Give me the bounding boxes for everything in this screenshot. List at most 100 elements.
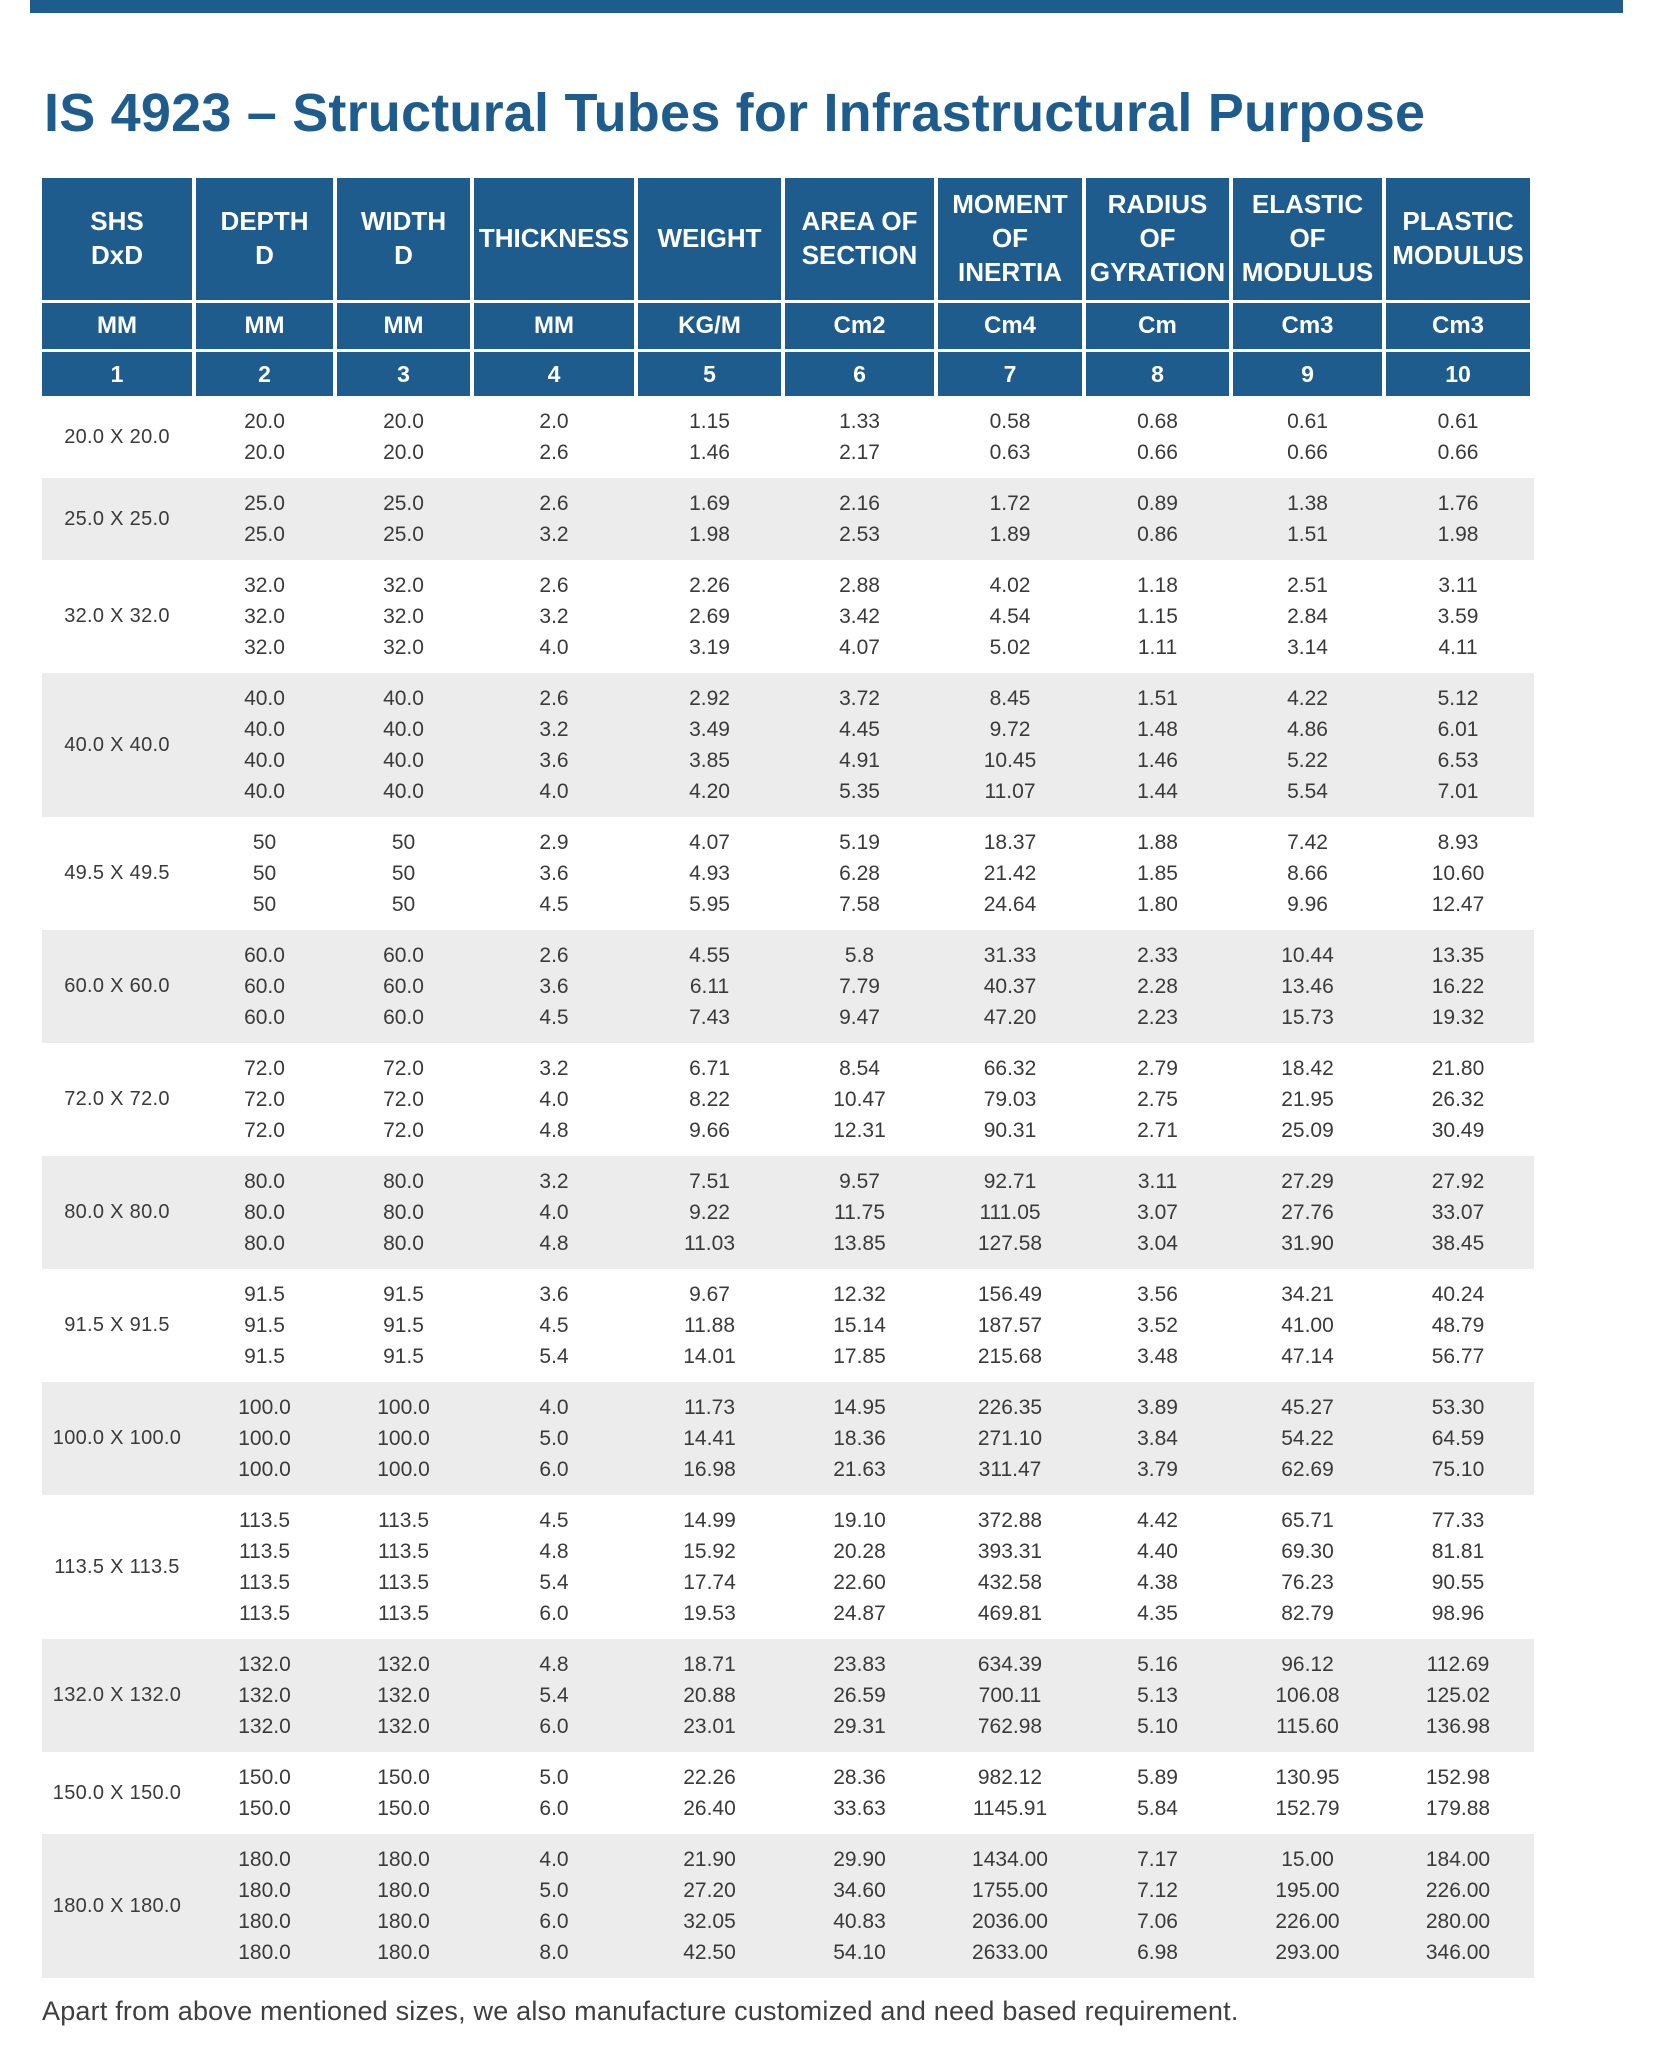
size-group: 80.0 X 80.0 80.0 80.0 3.2 7.51 9.57 92.71 3.11 2… bbox=[42, 1156, 1534, 1269]
value-cell: 91.5 bbox=[244, 1313, 285, 1337]
col-number-cell: 2 bbox=[196, 352, 333, 396]
value-cell: 4.8 bbox=[539, 1231, 569, 1255]
value-cell: 9.96 bbox=[1287, 892, 1328, 916]
value-cell: 346.00 bbox=[1425, 1940, 1491, 1964]
top-accent-bar bbox=[30, 0, 1623, 13]
value-cell: 152.79 bbox=[1275, 1796, 1340, 1820]
value-cell: 113.5 bbox=[239, 1601, 290, 1625]
value-cell: 91.5 bbox=[244, 1344, 285, 1368]
value-cell: 187.57 bbox=[977, 1313, 1043, 1337]
value-cell: 54.22 bbox=[1281, 1426, 1334, 1450]
value-cell: 19.10 bbox=[833, 1508, 886, 1532]
size-label: 20.0 X 20.0 bbox=[64, 425, 170, 448]
value-cell: 10.44 bbox=[1281, 943, 1334, 967]
value-cell: 2.69 bbox=[689, 604, 730, 628]
size-label: 49.5 X 49.5 bbox=[64, 862, 170, 884]
value-cell: 2.16 bbox=[839, 491, 880, 515]
value-cell: 7.43 bbox=[689, 1005, 730, 1029]
value-cell: 80.0 bbox=[244, 1169, 285, 1193]
value-cell: 2.51 bbox=[1287, 573, 1328, 597]
value-cell: 130.95 bbox=[1275, 1765, 1340, 1789]
value-cell: 9.66 bbox=[689, 1118, 730, 1142]
unit-cell: MM bbox=[42, 303, 192, 349]
value-cell: 12.47 bbox=[1431, 892, 1485, 916]
value-cell: 9.57 bbox=[839, 1169, 880, 1193]
value-cell: 27.92 bbox=[1431, 1169, 1485, 1193]
value-cell: 5.0 bbox=[539, 1878, 569, 1902]
value-cell: 5.0 bbox=[539, 1426, 569, 1450]
value-cell: 10.60 bbox=[1431, 861, 1485, 885]
value-cell: 19.32 bbox=[1431, 1005, 1485, 1029]
value-cell: 12.32 bbox=[833, 1282, 886, 1306]
value-cell: 32.0 bbox=[244, 604, 285, 628]
value-cell: 6.0 bbox=[539, 1601, 569, 1625]
value-cell: 1.69 bbox=[689, 491, 730, 515]
value-cell: 2.53 bbox=[839, 522, 880, 546]
header-cell: WIDTH D bbox=[337, 178, 470, 300]
value-cell: 4.22 bbox=[1287, 686, 1328, 710]
size-group: 49.5 X 49.5 50 50 2.9 4.07 5.19 18.37 1.88 7.42 8… bbox=[42, 817, 1534, 930]
value-cell: 11.88 bbox=[684, 1313, 735, 1337]
value-cell: 72.0 bbox=[383, 1118, 424, 1142]
value-cell: 3.89 bbox=[1137, 1395, 1178, 1419]
size-group: 91.5 X 91.5 91.5 91.5 3.6 9.67 12.32 156.49 3.5… bbox=[42, 1269, 1534, 1382]
value-cell: 4.0 bbox=[539, 1395, 569, 1419]
value-cell: 79.03 bbox=[983, 1087, 1037, 1111]
value-cell: 90.55 bbox=[1431, 1570, 1485, 1594]
value-cell: 3.2 bbox=[539, 1169, 569, 1193]
size-group: 180.0 X 180.0 180.0 180.0 4.0 21.90 29.90 1434… bbox=[42, 1834, 1534, 1978]
value-cell: 33.07 bbox=[1431, 1200, 1485, 1224]
value-cell: 3.19 bbox=[689, 635, 730, 659]
value-cell: 100.0 bbox=[377, 1426, 430, 1450]
value-cell: 5.22 bbox=[1287, 748, 1328, 772]
value-cell: 7.17 bbox=[1137, 1847, 1178, 1871]
value-cell: 1.38 bbox=[1287, 491, 1328, 515]
value-cell: 10.47 bbox=[833, 1087, 886, 1111]
value-cell: 21.42 bbox=[983, 861, 1037, 885]
value-cell: 0.63 bbox=[989, 440, 1031, 464]
value-cell: 24.87 bbox=[833, 1601, 886, 1625]
size-label: 113.5 X 113.5 bbox=[54, 1555, 180, 1578]
value-cell: 4.0 bbox=[539, 635, 569, 659]
value-cell: 21.80 bbox=[1431, 1056, 1485, 1080]
value-cell: 7.79 bbox=[839, 974, 880, 998]
value-cell: 50 bbox=[252, 830, 277, 854]
value-cell: 50 bbox=[252, 892, 277, 916]
value-cell: 127.58 bbox=[977, 1231, 1043, 1255]
value-cell: 80.0 bbox=[383, 1200, 424, 1224]
size-label: 32.0 X 32.0 bbox=[64, 605, 170, 627]
value-cell: 5.02 bbox=[989, 635, 1031, 659]
value-cell: 5.13 bbox=[1137, 1683, 1178, 1707]
value-cell: 91.5 bbox=[244, 1282, 285, 1306]
value-cell: 20.0 bbox=[244, 409, 285, 433]
value-cell: 4.42 bbox=[1137, 1508, 1178, 1532]
structural-tubes-table: SHS DxD DEPTH D WIDTH D THICKNESS WEIGHT AREA OF… bbox=[42, 178, 1534, 1978]
value-cell: 8.22 bbox=[689, 1087, 730, 1111]
value-cell: 4.8 bbox=[539, 1539, 569, 1563]
value-cell: 14.41 bbox=[683, 1426, 736, 1450]
value-cell: 25.0 bbox=[244, 491, 285, 515]
value-cell: 150.0 bbox=[377, 1765, 430, 1789]
header-cell: THICKNESS bbox=[474, 178, 634, 300]
value-cell: 25.09 bbox=[1281, 1118, 1334, 1142]
value-cell: 180.0 bbox=[238, 1940, 291, 1964]
value-cell: 2.79 bbox=[1137, 1056, 1178, 1080]
value-cell: 15.92 bbox=[683, 1539, 736, 1563]
value-cell: 4.11 bbox=[1438, 635, 1478, 659]
value-cell: 634.39 bbox=[977, 1652, 1043, 1676]
value-cell: 5.54 bbox=[1287, 779, 1328, 803]
value-cell: 271.10 bbox=[977, 1426, 1043, 1450]
value-cell: 226.00 bbox=[1425, 1878, 1491, 1902]
value-cell: 179.88 bbox=[1425, 1796, 1491, 1820]
value-cell: 22.26 bbox=[683, 1765, 736, 1789]
value-cell: 4.45 bbox=[839, 717, 880, 741]
value-cell: 80.0 bbox=[383, 1169, 424, 1193]
size-group: 100.0 X 100.0 100.0 100.0 4.0 11.73 14.95 226.… bbox=[42, 1382, 1534, 1495]
value-cell: 1.18 bbox=[1137, 573, 1178, 597]
size-group: 20.0 X 20.0 20.0 20.0 2.0 1.15 1.33 0.58 0.68 0.… bbox=[42, 396, 1534, 478]
header-cell: RADIUS OF GYRATION bbox=[1086, 178, 1229, 300]
value-cell: 8.54 bbox=[839, 1056, 880, 1080]
value-cell: 40.37 bbox=[983, 974, 1037, 998]
value-cell: 6.0 bbox=[539, 1909, 569, 1933]
value-cell: 20.28 bbox=[833, 1539, 886, 1563]
